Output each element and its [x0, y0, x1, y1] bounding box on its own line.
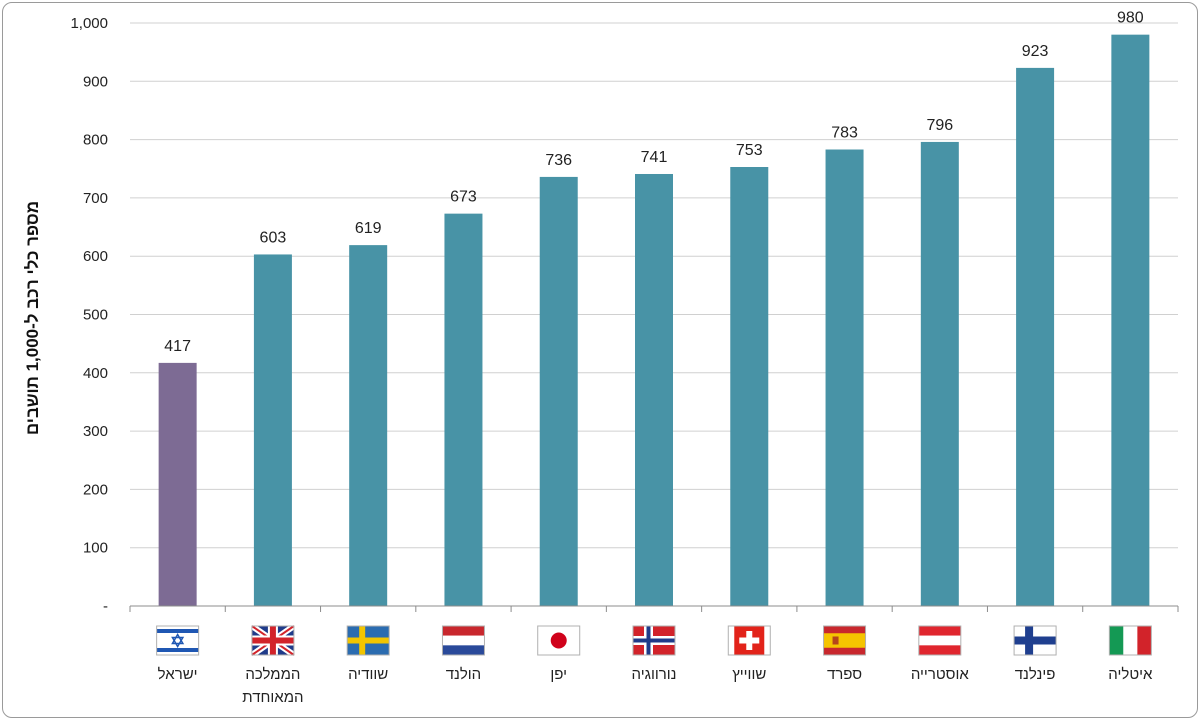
- data-label: 417: [164, 338, 191, 355]
- sweden-flag: [346, 625, 390, 656]
- data-labels: 417 603 619 673 736 741 753 783 796 923 980: [164, 10, 1144, 355]
- data-label: 673: [450, 189, 477, 206]
- bar: [825, 149, 864, 607]
- spain-flag: [823, 625, 867, 656]
- category-label: הממלכה: [245, 666, 300, 683]
- bar: [349, 245, 388, 607]
- data-label: 753: [736, 142, 763, 159]
- bar: [635, 173, 673, 606]
- category-axis: ישראל הממלכה המאוחדת שוודיה הולנד יפן נורווגיה…: [156, 623, 1153, 706]
- bars: [158, 34, 1150, 607]
- category-label: אוסטרייה: [911, 666, 970, 683]
- y-axis-title: מספר כלי רכב ל-1,000 תושבים: [23, 201, 42, 435]
- bar: [1016, 67, 1055, 607]
- bar: [920, 141, 959, 606]
- italy-flag: [1108, 625, 1152, 656]
- bar: [444, 213, 483, 607]
- data-label: 783: [831, 125, 858, 142]
- category-label: ספרד: [827, 666, 862, 683]
- y-tick-label: 900: [83, 73, 108, 90]
- data-label: 923: [1022, 43, 1049, 60]
- y-tick-label: 1,000: [70, 15, 108, 32]
- data-label: 603: [260, 229, 287, 246]
- category-label: פינלנד: [1015, 666, 1056, 683]
- y-tick-label: 100: [83, 540, 108, 557]
- category-label: המאוחדת: [242, 689, 303, 706]
- austria-flag: [918, 625, 962, 656]
- norway-flag: [632, 625, 676, 656]
- data-label: 619: [355, 220, 382, 237]
- finland-flag: [1013, 625, 1057, 656]
- israel-flag: [156, 625, 200, 656]
- data-label: 741: [641, 149, 668, 166]
- bar: [730, 167, 769, 606]
- category-label: יפן: [550, 666, 567, 683]
- category-label: שוודיה: [348, 666, 388, 683]
- data-label: 736: [545, 152, 572, 169]
- uk-flag: [250, 623, 296, 658]
- bar: [158, 362, 197, 606]
- y-tick-label: 600: [83, 248, 108, 265]
- category-label: ישראל: [158, 666, 198, 683]
- gridlines: [130, 22, 1178, 549]
- bar: [1111, 34, 1150, 607]
- y-tick-label: 400: [83, 365, 108, 382]
- netherlands-flag: [441, 625, 485, 656]
- data-label: 796: [926, 117, 953, 134]
- bar: [253, 254, 292, 607]
- switzerland-flag: [727, 625, 771, 656]
- x-axis: [129, 605, 1179, 612]
- category-label: איטליה: [1108, 666, 1153, 683]
- category-label: נורווגיה: [632, 666, 677, 683]
- y-axis-ticks: - 100 200 300 400 500 600 700 800 900 1,000: [70, 15, 108, 615]
- bar: [539, 176, 578, 607]
- category-label: הולנד: [446, 666, 482, 683]
- y-tick-label: 700: [83, 190, 108, 207]
- y-tick-label: 500: [83, 307, 108, 324]
- category-label: שווייץ: [732, 666, 766, 683]
- y-tick-label: -: [103, 598, 108, 615]
- y-tick-label: 800: [83, 132, 108, 149]
- y-tick-label: 300: [83, 423, 108, 440]
- japan-flag: [537, 625, 581, 656]
- data-label: 980: [1117, 10, 1144, 27]
- y-tick-label: 200: [83, 481, 108, 498]
